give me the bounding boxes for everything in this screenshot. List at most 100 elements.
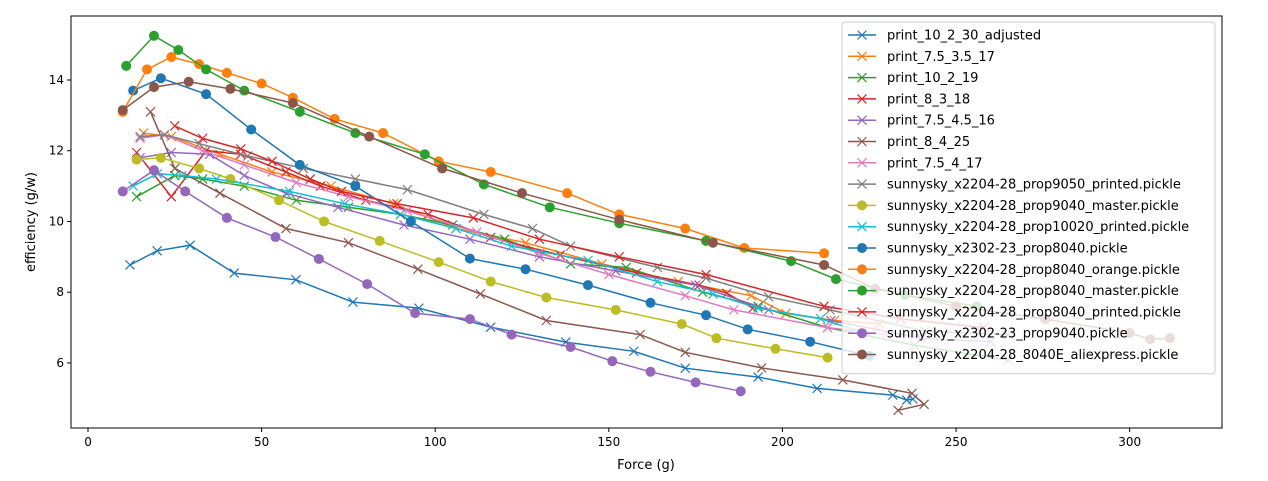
data-point: [378, 128, 389, 139]
data-point: [392, 198, 402, 209]
legend-marker: [857, 349, 867, 360]
legend-label: sunnysky_x2302-23_prop8040.pickle: [887, 242, 1128, 257]
data-point: [273, 195, 284, 206]
legend-entry: print_7.5_3.5_17: [848, 50, 995, 65]
series-10: [128, 73, 875, 361]
data-point: [166, 191, 177, 202]
legend-entry: print_7.5_4.5_16: [848, 114, 995, 129]
data-point: [907, 388, 917, 399]
data-point: [121, 60, 132, 71]
data-point: [770, 343, 781, 354]
data-point: [607, 356, 618, 367]
data-point: [753, 372, 764, 382]
legend-marker: [857, 328, 867, 339]
legend-label: print_8_3_18: [887, 92, 970, 107]
data-point: [837, 374, 848, 385]
data-point: [819, 259, 830, 270]
data-point: [565, 342, 576, 353]
data-point: [822, 352, 833, 363]
data-point: [887, 390, 898, 401]
data-point: [183, 76, 194, 87]
data-point: [350, 128, 361, 139]
data-point: [343, 237, 354, 248]
data-point: [527, 223, 538, 234]
data-point: [919, 399, 930, 410]
data-point: [256, 78, 267, 89]
data-point: [201, 89, 212, 100]
data-point: [680, 223, 691, 234]
legend-marker: [857, 264, 867, 275]
data-point: [565, 258, 576, 269]
series-8: [131, 152, 833, 363]
data-point: [152, 245, 163, 256]
legend-label: sunnysky_x2204-28_prop8040_orange.pickle: [887, 263, 1180, 278]
legend-label: sunnysky_x2204-28_prop9040_master.pickle: [887, 199, 1179, 214]
data-point: [185, 240, 196, 251]
data-point: [135, 131, 146, 142]
data-point: [194, 163, 205, 174]
data-point: [270, 232, 281, 243]
data-point: [437, 163, 448, 174]
data-point: [405, 216, 416, 227]
data-point: [117, 186, 128, 197]
data-point: [350, 181, 361, 192]
data-point: [485, 166, 496, 177]
legend-entry: sunnysky_x2204-28_prop9050_printed.pickl…: [848, 178, 1181, 193]
legend-label: sunnysky_x2204-28_prop8040_printed.pickl…: [887, 305, 1181, 320]
legend-entry: print_8_3_18: [848, 92, 970, 107]
legend-label: print_7.5_4.5_16: [887, 114, 995, 129]
data-point: [819, 301, 830, 312]
data-point: [291, 177, 302, 188]
data-point: [517, 188, 528, 199]
data-point: [117, 105, 128, 116]
x-axis: 0 50 100 150 200 250 300: [84, 428, 1141, 449]
data-point: [753, 303, 764, 314]
legend-marker: [857, 136, 867, 147]
legend-marker: [857, 221, 867, 232]
x-tick-label: 300: [1118, 435, 1141, 449]
legend-label: print_8_4_25: [887, 135, 970, 150]
data-point: [701, 269, 711, 280]
data-point: [614, 214, 625, 225]
data-point: [628, 346, 639, 357]
data-point: [603, 269, 614, 280]
data-point: [159, 129, 170, 140]
legend-entry: print_10_2_19: [848, 71, 978, 86]
y-tick-label: 6: [56, 356, 64, 370]
data-point: [131, 191, 142, 202]
legend-box: [841, 21, 1216, 375]
legend-marker: [857, 306, 867, 317]
data-point: [544, 202, 555, 213]
data-point: [708, 289, 718, 299]
data-point: [645, 297, 656, 308]
data-point: [142, 64, 153, 75]
x-tick-label: 250: [945, 435, 968, 449]
data-point: [478, 209, 489, 220]
data-point: [364, 131, 375, 142]
data-point: [148, 82, 159, 93]
legend-marker: [857, 200, 867, 211]
legend-label: sunnysky_x2204-28_prop9050_printed.pickl…: [887, 178, 1181, 193]
data-point: [562, 188, 573, 199]
data-point: [197, 145, 208, 156]
data-point: [329, 113, 340, 124]
data-point: [680, 363, 691, 374]
legend-marker: [857, 93, 867, 104]
data-point: [166, 147, 177, 158]
legend-label: sunnysky_x2302-23_prop9040.pickle: [887, 327, 1128, 342]
y-tick-label: 8: [56, 285, 64, 299]
data-point: [614, 251, 625, 262]
data-point: [166, 52, 177, 63]
legend-entry: sunnysky_x2204-28_prop8040_master.pickle: [848, 284, 1179, 299]
data-point: [291, 274, 301, 285]
legend-label: print_10_2_30_adjusted: [887, 29, 1041, 44]
data-point: [756, 362, 767, 373]
data-point: [402, 205, 413, 216]
data-point: [239, 170, 250, 181]
series-line: [174, 125, 984, 329]
data-point: [145, 106, 156, 117]
legend-entry: sunnysky_x2302-23_prop9040.pickle: [848, 327, 1128, 342]
x-tick-label: 0: [84, 435, 92, 449]
data-point: [711, 333, 722, 344]
data-point: [176, 170, 187, 181]
